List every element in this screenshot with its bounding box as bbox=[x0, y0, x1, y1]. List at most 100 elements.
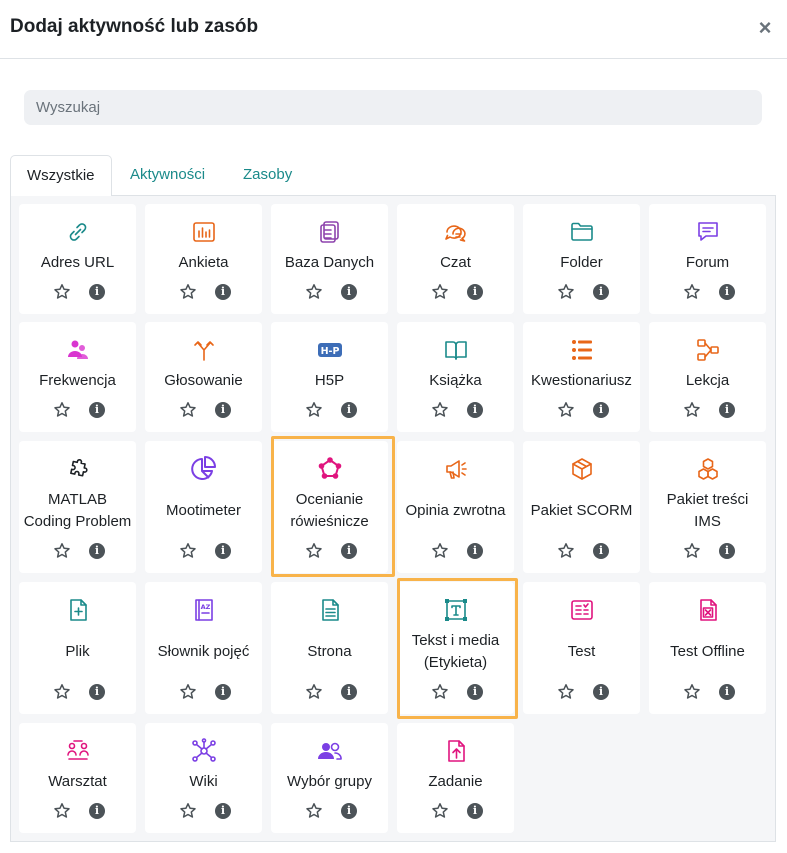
info-icon[interactable]: i bbox=[89, 803, 105, 819]
info-icon[interactable]: i bbox=[719, 543, 735, 559]
star-icon[interactable] bbox=[683, 283, 701, 301]
info-icon[interactable]: i bbox=[719, 684, 735, 700]
star-icon[interactable] bbox=[179, 542, 197, 560]
module-tile-strona[interactable]: Strona i bbox=[271, 582, 388, 714]
star-icon[interactable] bbox=[557, 683, 575, 701]
info-icon[interactable]: i bbox=[341, 803, 357, 819]
glossary-icon: AZ bbox=[191, 597, 217, 623]
module-tile-ankieta[interactable]: Ankieta i bbox=[145, 204, 262, 314]
module-name: Kwestionariusz bbox=[531, 372, 632, 389]
info-icon[interactable]: i bbox=[215, 284, 231, 300]
module-tile-lekcja[interactable]: Lekcja i bbox=[649, 322, 766, 432]
offline-quiz-icon bbox=[695, 597, 721, 623]
info-icon[interactable]: i bbox=[215, 402, 231, 418]
tab-activities[interactable]: Aktywności bbox=[130, 166, 206, 183]
module-tile-czat[interactable]: Czat i bbox=[397, 204, 514, 314]
info-icon[interactable]: i bbox=[89, 543, 105, 559]
info-icon[interactable]: i bbox=[467, 684, 483, 700]
info-icon[interactable]: i bbox=[719, 284, 735, 300]
star-icon[interactable] bbox=[683, 401, 701, 419]
module-tile-forum[interactable]: Forum i bbox=[649, 204, 766, 314]
info-icon[interactable]: i bbox=[89, 684, 105, 700]
module-name: Wybór grupy bbox=[287, 773, 372, 790]
module-name: Forum bbox=[685, 254, 730, 271]
info-icon[interactable]: i bbox=[341, 402, 357, 418]
info-icon[interactable]: i bbox=[467, 803, 483, 819]
star-icon[interactable] bbox=[305, 802, 323, 820]
modal-header: Dodaj aktywność lub zasób × bbox=[0, 0, 787, 59]
module-tile-frekwencja[interactable]: Frekwencja i bbox=[19, 322, 136, 432]
module-tile-test[interactable]: Test i bbox=[523, 582, 640, 714]
info-icon[interactable]: i bbox=[215, 684, 231, 700]
file-plus-icon bbox=[65, 597, 91, 623]
star-icon[interactable] bbox=[53, 802, 71, 820]
star-icon[interactable] bbox=[431, 542, 449, 560]
star-icon[interactable] bbox=[53, 283, 71, 301]
star-icon[interactable] bbox=[683, 683, 701, 701]
info-icon[interactable]: i bbox=[467, 543, 483, 559]
module-tile-opinia-zwrotna[interactable]: Opinia zwrotna i bbox=[397, 441, 514, 573]
module-tile-adres-url[interactable]: Adres URL i bbox=[19, 204, 136, 314]
module-tile-wybor-grupy[interactable]: Wybór grupy i bbox=[271, 723, 388, 833]
star-icon[interactable] bbox=[683, 542, 701, 560]
module-tile-matlab-coding-problem[interactable]: MATLAB Coding Problem i bbox=[19, 441, 136, 573]
star-icon[interactable] bbox=[431, 683, 449, 701]
info-icon[interactable]: i bbox=[341, 284, 357, 300]
star-icon[interactable] bbox=[557, 401, 575, 419]
info-icon[interactable]: i bbox=[719, 402, 735, 418]
module-tile-folder[interactable]: Folder i bbox=[523, 204, 640, 314]
module-tile-kwestionariusz[interactable]: Kwestionariusz i bbox=[523, 322, 640, 432]
info-icon[interactable]: i bbox=[593, 543, 609, 559]
star-icon[interactable] bbox=[305, 283, 323, 301]
tab-resources[interactable]: Zasoby bbox=[243, 166, 293, 183]
info-icon[interactable]: i bbox=[467, 284, 483, 300]
search-input[interactable] bbox=[24, 90, 762, 125]
package-icon bbox=[569, 456, 595, 482]
info-icon[interactable]: i bbox=[341, 684, 357, 700]
star-icon[interactable] bbox=[305, 542, 323, 560]
star-icon[interactable] bbox=[557, 542, 575, 560]
info-icon[interactable]: i bbox=[215, 803, 231, 819]
module-tile-mootimeter[interactable]: Mootimeter i bbox=[145, 441, 262, 573]
info-icon[interactable]: i bbox=[593, 284, 609, 300]
module-name: Test Offline bbox=[670, 643, 745, 660]
module-tile-pakiet-scorm[interactable]: Pakiet SCORM i bbox=[523, 441, 640, 573]
module-tile-wiki[interactable]: Wiki i bbox=[145, 723, 262, 833]
module-tile-h5p[interactable]: H-P H5P i bbox=[271, 322, 388, 432]
star-icon[interactable] bbox=[305, 401, 323, 419]
module-tile-zadanie[interactable]: Zadanie i bbox=[397, 723, 514, 833]
module-tile-warsztat[interactable]: Warsztat i bbox=[19, 723, 136, 833]
module-tile-tekst-i-media-etykieta[interactable]: Tekst i media (Etykieta) i bbox=[397, 582, 514, 714]
module-tile-ksiazka[interactable]: Książka i bbox=[397, 322, 514, 432]
info-icon[interactable]: i bbox=[341, 543, 357, 559]
star-icon[interactable] bbox=[53, 542, 71, 560]
tab-bar: Wszystkie Aktywności Zasoby bbox=[10, 155, 776, 197]
info-icon[interactable]: i bbox=[89, 402, 105, 418]
info-icon[interactable]: i bbox=[215, 543, 231, 559]
module-tile-pakiet-tresci-ims[interactable]: Pakiet treści IMS i bbox=[649, 441, 766, 573]
module-tile-slownik-pojec[interactable]: AZ Słownik pojęć i bbox=[145, 582, 262, 714]
module-tile-test-offline[interactable]: Test Offline i bbox=[649, 582, 766, 714]
info-icon[interactable]: i bbox=[593, 402, 609, 418]
star-icon[interactable] bbox=[431, 401, 449, 419]
star-icon[interactable] bbox=[557, 283, 575, 301]
star-icon[interactable] bbox=[179, 283, 197, 301]
module-name: Lekcja bbox=[685, 372, 730, 389]
module-tile-ocenianie-rowiesnicze[interactable]: Ocenianie rówieśnicze i bbox=[271, 441, 388, 573]
star-icon[interactable] bbox=[179, 802, 197, 820]
star-icon[interactable] bbox=[431, 802, 449, 820]
star-icon[interactable] bbox=[179, 401, 197, 419]
star-icon[interactable] bbox=[305, 683, 323, 701]
info-icon[interactable]: i bbox=[89, 284, 105, 300]
star-icon[interactable] bbox=[53, 401, 71, 419]
star-icon[interactable] bbox=[431, 283, 449, 301]
tab-all[interactable]: Wszystkie bbox=[10, 155, 112, 197]
module-tile-glosowanie[interactable]: Głosowanie i bbox=[145, 322, 262, 432]
close-button[interactable]: × bbox=[758, 15, 772, 40]
star-icon[interactable] bbox=[53, 683, 71, 701]
info-icon[interactable]: i bbox=[593, 684, 609, 700]
module-tile-baza-danych[interactable]: Baza Danych i bbox=[271, 204, 388, 314]
info-icon[interactable]: i bbox=[467, 402, 483, 418]
module-tile-plik[interactable]: Plik i bbox=[19, 582, 136, 714]
star-icon[interactable] bbox=[179, 683, 197, 701]
